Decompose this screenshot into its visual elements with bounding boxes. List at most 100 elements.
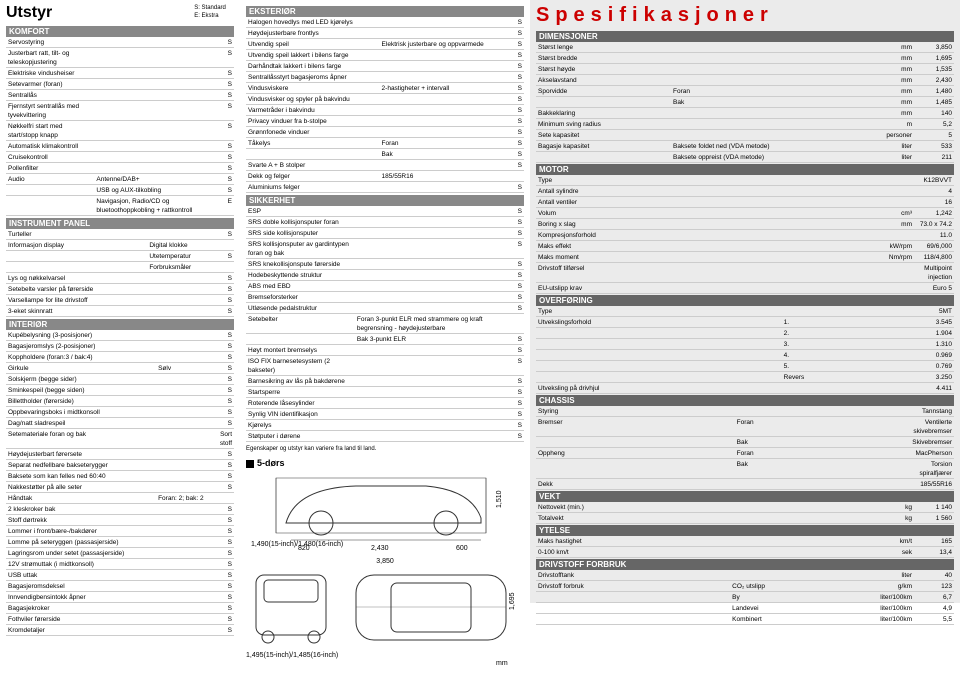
legend: S: StandardE: Ekstra <box>194 4 226 20</box>
table-row: Utvekslingsforhold1.3.545 <box>536 317 954 328</box>
car-diagram-box: 5-dørs 1,490(15-inch)/1,480(16-inch) 820… <box>246 458 524 675</box>
svg-text:1,510: 1,510 <box>496 491 503 509</box>
table-row: EU-utslipp kravEuro 5 <box>536 283 954 294</box>
car-label: 5-dørs <box>257 458 285 468</box>
table-row: Varsellampe for lite drivstoffS <box>6 295 234 306</box>
table-row: 12V strømuttak (i midtkonsoll)S <box>6 559 234 570</box>
table-row: Drivstoff tilførselMultipoint injection <box>536 263 954 283</box>
table-row: Nakkestøtter på alle seterS <box>6 482 234 493</box>
table-row: BakTorsion spiralfjærer <box>536 459 954 479</box>
table-row: Dag/natt sladrespeilS <box>6 418 234 429</box>
table-row: Bakkeklaringmm140 <box>536 108 954 119</box>
table-row: BagasjekrokerS <box>6 603 234 614</box>
table-row: TåkelysForanS <box>246 138 524 149</box>
table-row: Antall ventiler16 <box>536 197 954 208</box>
hdr-ext: EKSTERIØR <box>246 6 524 17</box>
table-row: BakSkivebremser <box>536 437 954 448</box>
table-row: Setebelte varsler på førersideS <box>6 284 234 295</box>
table-row: Antall sylindre4 <box>536 186 954 197</box>
hdr-int: INTERIØR <box>6 319 234 330</box>
table-row: Forbruksmåler <box>6 262 234 273</box>
table-row: StartsperreS <box>246 387 524 398</box>
hdr-motor: MOTOR <box>536 164 954 175</box>
table-row: Grønnfonede vinduerS <box>246 127 524 138</box>
table-row: Halogen hovedlys med LED kjørelysS <box>246 17 524 28</box>
table-row: Fjernstyrt sentrallås med tyvekvittering… <box>6 101 234 121</box>
table-row: Revers3.250 <box>536 372 954 383</box>
table-row: StyringTannstang <box>536 406 954 417</box>
table-dim: Størst lengemm3,850Størst breddemm1,695 S… <box>536 42 954 163</box>
table-row: Størst breddemm1,695 <box>536 53 954 64</box>
table-row: OpphengForanMacPherson <box>536 448 954 459</box>
table-row: KromdetaljerS <box>6 625 234 636</box>
table-ext: Halogen hovedlys med LED kjørelysSHøydej… <box>246 17 524 193</box>
hdr-cha: CHASSIS <box>536 395 954 406</box>
table-row: Størst lengemm3,850 <box>536 42 954 53</box>
table-row: BremseforsterkerS <box>246 292 524 303</box>
title-spes: Spesifikasjoner <box>536 4 954 27</box>
hdr-inst: INSTRUMENT PANEL <box>6 218 234 229</box>
table-row: Sete kapasitetpersoner5 <box>536 130 954 141</box>
table-row: Bak 3-punkt ELRS <box>246 334 524 345</box>
table-row: Innvendigbensintokk åpnerS <box>6 592 234 603</box>
table-row: GirkuleSølvS <box>6 363 234 374</box>
table-row: Setevarmer (foran)S <box>6 79 234 90</box>
table-row: Maks hastighetkm/t165 <box>536 536 954 547</box>
table-row: Aluminiums felgerS <box>246 182 524 193</box>
car-side-svg: 1,490(15-inch)/1,480(16-inch) 820 2,430 … <box>246 468 516 558</box>
table-row: Byliter/100km6,7 <box>536 592 954 603</box>
table-vekt: Nettovekt (min.)kg1 140Totalvektkg1 560 <box>536 502 954 524</box>
hdr-ovr: OVERFØRING <box>536 295 954 306</box>
table-cha: StyringTannstangBremserForanVentilerte s… <box>536 406 954 490</box>
table-row: Sminkespeil (begge siden)S <box>6 385 234 396</box>
table-row: 2.1.904 <box>536 328 954 339</box>
hdr-komfort: KOMFORT <box>6 26 234 37</box>
table-row: Minimum sving radiusm5,2 <box>536 119 954 130</box>
table-row: PollenfilterS <box>6 163 234 174</box>
table-row: Justerbart ratt, tilt- og teleskopjuster… <box>6 48 234 68</box>
table-row: BagasjeromsdekselS <box>6 581 234 592</box>
table-row: Høydejusterbare frontlysS <box>246 28 524 39</box>
table-row: AudioAntenne/DAB+S <box>6 174 234 185</box>
table-row: Høyt montert bremselysS <box>246 345 524 356</box>
table-row: Fothviler førersideS <box>6 614 234 625</box>
hdr-vekt: VEKT <box>536 491 954 502</box>
table-row: Sentrallåsstyrt bagasjeroms åpnerS <box>246 72 524 83</box>
table-row: ISO FIX barnesetesystem (2 bakseter)S <box>246 356 524 376</box>
table-row: SRS doble kollisjonsputer foranS <box>246 217 524 228</box>
table-row: 2 kleskroker bakS <box>6 504 234 515</box>
table-row: SentrallåsS <box>6 90 234 101</box>
svg-text:600: 600 <box>456 545 468 552</box>
table-row: Separat nedfellbare bakseteryggerS <box>6 460 234 471</box>
table-row: Koppholdere (foran:3 / bak:4)S <box>6 352 234 363</box>
table-row: Lagringsrom under setet (passasjerside)S <box>6 548 234 559</box>
svg-text:mm: mm <box>496 660 508 667</box>
table-row: Dekk185/55R16 <box>536 479 954 490</box>
table-row: Svarte A + B stolperS <box>246 160 524 171</box>
table-row: 4.0.969 <box>536 350 954 361</box>
table-int: Kupébelysning (3-posisjoner)S Bagasjeroms… <box>6 330 234 636</box>
svg-text:2,430: 2,430 <box>371 545 389 552</box>
table-row: Roterende låsesylinderS <box>246 398 524 409</box>
table-row: Oppbevaringsboks i midtkonsollS <box>6 407 234 418</box>
table-row: BakS <box>246 149 524 160</box>
table-row: ServostyringS <box>6 37 234 48</box>
note: Egenskaper og utstyr kan variere fra lan… <box>246 446 524 452</box>
table-row: BremserForanVentilerte skivebremser <box>536 417 954 437</box>
table-row: Kupébelysning (3-posisjoner)S <box>6 330 234 341</box>
dim-width: 3,850 <box>246 558 524 565</box>
table-row: 3.1.310 <box>536 339 954 350</box>
table-row: Maks effektkW/rpm69/6,000 <box>536 241 954 252</box>
table-row: SetebelterForan 3-punkt ELR med strammer… <box>246 314 524 334</box>
hdr-sik: SIKKERHET <box>246 195 524 206</box>
table-row: Lomme på seteryggen (passasjerside)S <box>6 537 234 548</box>
table-yt: Maks hastighetkm/t1650-100 km/tsek13,4 <box>536 536 954 558</box>
table-row: Akselavstandmm2,430 <box>536 75 954 86</box>
table-row: Varmetråder i bakvinduS <box>246 105 524 116</box>
table-row: Støtputer i døreneS <box>246 431 524 442</box>
table-row: Dekk og felger185/55R16 <box>246 171 524 182</box>
table-row: Baksete oppreist (VDA metode)liter211 <box>536 152 954 163</box>
table-row: Landeveiliter/100km4,9 <box>536 603 954 614</box>
table-row: Kompresjonsforhold11.0 <box>536 230 954 241</box>
table-row: Volumcm³1,242 <box>536 208 954 219</box>
